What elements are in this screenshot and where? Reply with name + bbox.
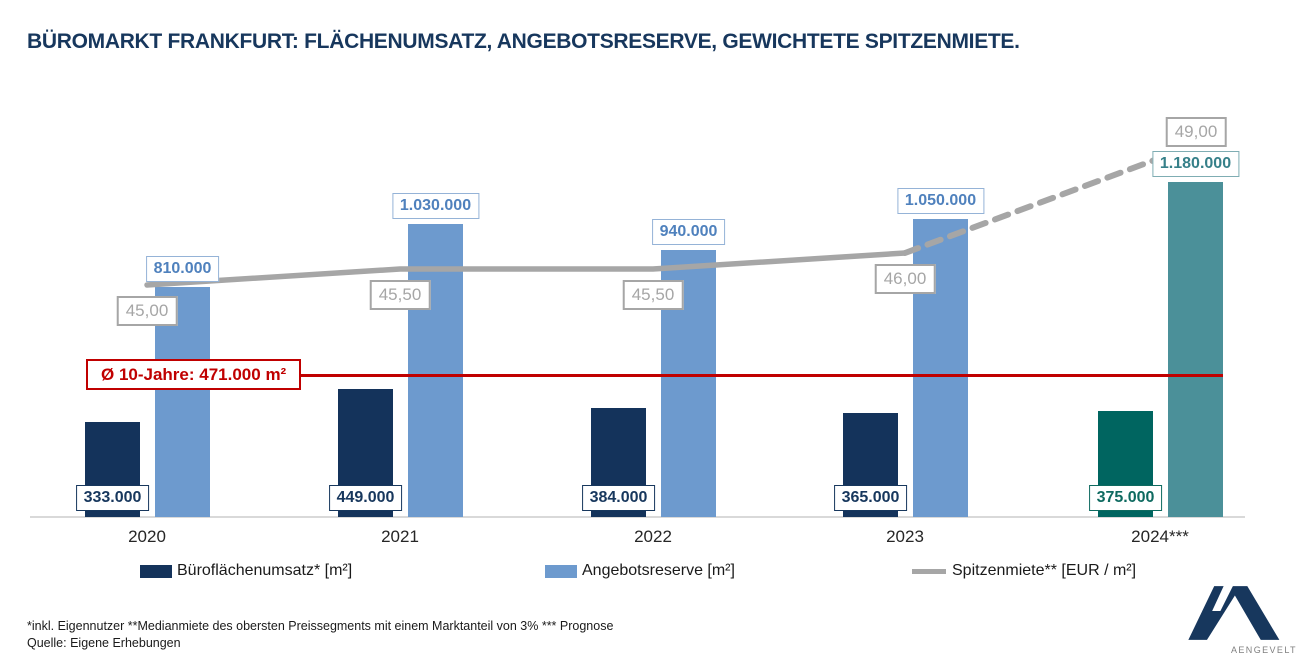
footnote-line-1: *inkl. Eigennutzer **Medianmiete des obe… bbox=[27, 619, 614, 633]
legend-label: Angebotsreserve [m²] bbox=[582, 562, 735, 579]
spitzenmiete-value-label: 45,50 bbox=[369, 280, 431, 310]
bar-value-label: 810.000 bbox=[145, 256, 220, 282]
navy-square-swatch bbox=[140, 564, 172, 578]
bar-value-label: 449.000 bbox=[328, 485, 403, 511]
bar-value-label: 375.000 bbox=[1088, 485, 1163, 511]
x-axis-line bbox=[30, 516, 1245, 518]
spitzenmiete-value-label: 45,00 bbox=[116, 296, 178, 326]
bar-value-label: 365.000 bbox=[833, 485, 908, 511]
bar-value-label: 940.000 bbox=[651, 219, 726, 245]
chart-title: BÜROMARKT FRANKFURT: FLÄCHENUMSATZ, ANGE… bbox=[27, 30, 1020, 53]
aengevelt-logo-icon bbox=[1188, 584, 1280, 640]
legend-item-bueroflaechenumsatz: Büroflächenumsatz* [m²] bbox=[140, 560, 352, 582]
x-axis-label: 2024*** bbox=[1131, 527, 1189, 546]
aengevelt-logo-text: AENGEVELT bbox=[1231, 645, 1297, 655]
spitzenmiete-value-label: 49,00 bbox=[1165, 117, 1227, 147]
spitzenmiete-value-label: 45,50 bbox=[622, 280, 684, 310]
x-axis-label: 2021 bbox=[381, 527, 419, 546]
x-axis-label: 2023 bbox=[886, 527, 924, 546]
bar-angebotsreserve bbox=[408, 224, 463, 517]
legend-label: Spitzenmiete** [EUR / m²] bbox=[952, 562, 1137, 579]
legend-item-angebotsreserve: Angebotsreserve [m²] bbox=[545, 560, 735, 582]
x-axis-label: 2020 bbox=[128, 527, 166, 546]
bar-value-label: 333.000 bbox=[75, 485, 150, 511]
aengevelt-logo: AENGEVELT bbox=[1186, 582, 1304, 664]
bar-value-label: 1.050.000 bbox=[896, 188, 985, 214]
gray-line-swatch bbox=[912, 568, 946, 574]
ten-year-average-label: Ø 10-Jahre: 471.000 m² bbox=[86, 359, 302, 390]
x-axis-label: 2022 bbox=[634, 527, 672, 546]
legend-label: Büroflächenumsatz* [m²] bbox=[177, 562, 353, 579]
bar-value-label: 384.000 bbox=[581, 485, 656, 511]
legend-item-spitzenmiete: Spitzenmiete** [EUR / m²] bbox=[912, 560, 1136, 582]
bar-angebotsreserve bbox=[1168, 182, 1223, 517]
spitzenmiete-value-label: 46,00 bbox=[874, 264, 936, 294]
blue-square-swatch bbox=[545, 564, 577, 578]
ten-year-average-line bbox=[86, 374, 1223, 377]
footnote-line-2: Quelle: Eigene Erhebungen bbox=[27, 636, 181, 650]
bar-value-label: 1.030.000 bbox=[391, 193, 480, 219]
bar-value-label: 1.180.000 bbox=[1151, 151, 1240, 177]
